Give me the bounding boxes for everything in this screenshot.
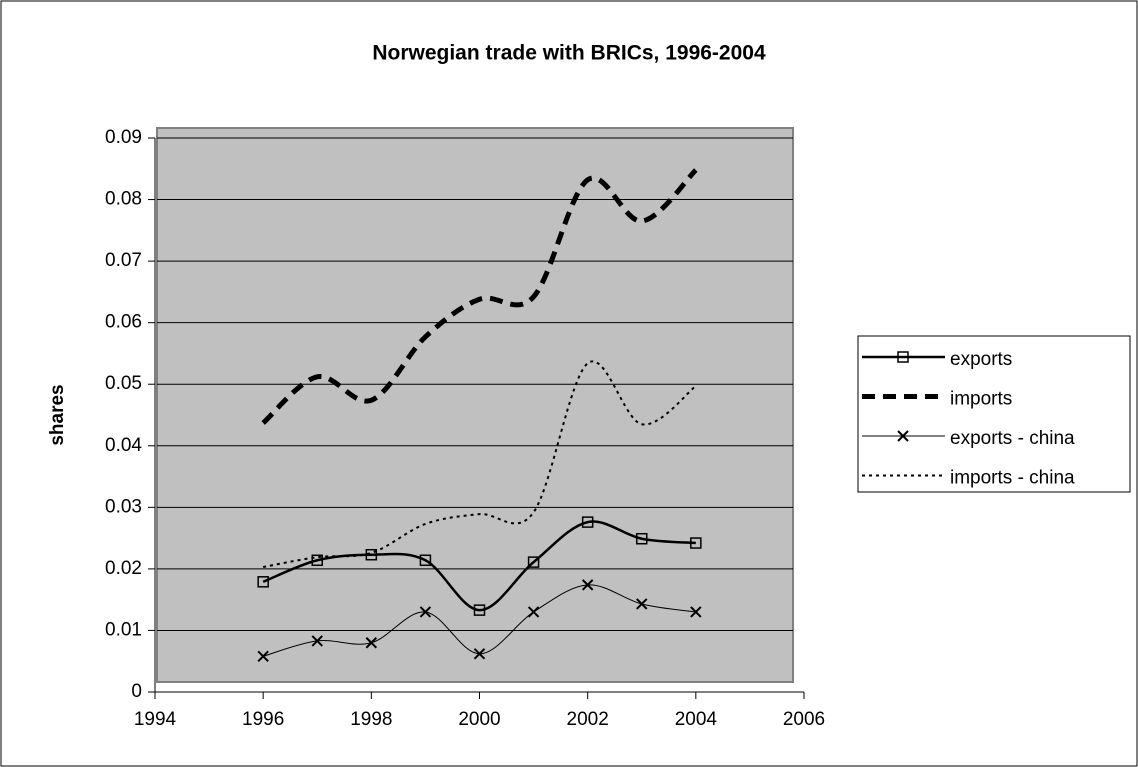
- marker: [690, 606, 702, 618]
- marker: [897, 351, 909, 363]
- chart-title: Norwegian trade with BRICs, 1996-2004: [372, 42, 766, 65]
- marker: [636, 532, 648, 545]
- y-tick-label: 0.07: [105, 250, 142, 271]
- marker: [581, 516, 594, 528]
- marker: [636, 598, 648, 610]
- y-tick-label: 0.04: [105, 435, 142, 456]
- x-tick-label: 2002: [567, 709, 609, 730]
- marker: [473, 648, 486, 660]
- x-tick-label: 2000: [458, 709, 500, 730]
- marker: [311, 635, 323, 647]
- x-tick-label: 2006: [783, 709, 825, 730]
- marker: [419, 554, 432, 567]
- y-tick-label: 0.06: [105, 312, 142, 333]
- y-tick-label: 0.03: [105, 496, 142, 517]
- y-tick-label: 0.02: [105, 558, 142, 579]
- legend-label: imports - china: [950, 468, 1075, 489]
- x-tick-label: 1996: [242, 709, 284, 730]
- marker: [365, 548, 378, 561]
- marker: [419, 606, 432, 618]
- marker: [690, 537, 702, 549]
- marker: [473, 604, 486, 616]
- marker: [257, 650, 269, 663]
- legend-label: exports: [950, 349, 1012, 370]
- marker: [581, 579, 594, 591]
- x-tick-label: 1998: [350, 709, 392, 730]
- plot-area: [156, 127, 794, 683]
- y-tick-label: 0: [131, 681, 142, 702]
- y-tick-label: 0.09: [105, 127, 142, 148]
- marker: [527, 606, 540, 618]
- legend-label: imports: [950, 389, 1012, 410]
- marker: [897, 430, 909, 442]
- legend-label: exports - china: [950, 428, 1075, 449]
- marker: [311, 554, 323, 567]
- marker: [257, 576, 269, 588]
- x-tick-label: 1994: [134, 709, 177, 730]
- marker: [527, 556, 540, 568]
- series-line: [261, 168, 698, 425]
- x-tick-label: 2004: [675, 709, 718, 730]
- marker: [365, 637, 378, 649]
- y-tick-label: 0.08: [105, 189, 142, 210]
- y-tick-label: 0.05: [105, 373, 142, 394]
- y-axis-label: shares: [47, 384, 68, 445]
- y-tick-label: 0.01: [105, 619, 142, 640]
- series-line: [262, 520, 696, 612]
